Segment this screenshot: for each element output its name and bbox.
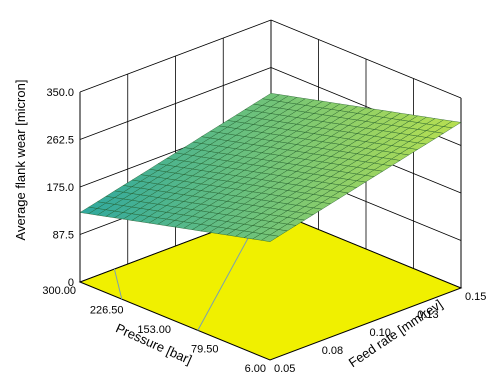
floor-plane-fill (78, 209, 463, 361)
x-tick-label: 226.50 (90, 305, 124, 317)
surface-cell (443, 120, 462, 129)
z-tick-label: 87.5 (53, 230, 74, 242)
y-tick-label: 0.15 (465, 291, 486, 303)
z-tick-label: 175.0 (46, 182, 74, 194)
floor-plane (78, 209, 463, 361)
z-tick-label: 350.0 (46, 87, 74, 99)
y-tick-label: 0.13 (417, 309, 438, 321)
y-tick-label: 0.05 (274, 363, 295, 375)
z-tick-label: 0 (68, 277, 74, 289)
x-tick-label: 300.00 (42, 285, 76, 297)
floor-contour-line (113, 268, 123, 300)
tick-labels: 0 87.5 175.0 262.5 350.0 300.00 226.50 153.00 79… (42, 87, 486, 375)
response-surface (79, 93, 462, 242)
x-tick-label: 79.50 (191, 344, 219, 356)
x-tick-label: 6.00 (245, 363, 266, 375)
y-tick-label: 0.10 (370, 327, 391, 339)
z-axis-title: Average flank wear [micron] (13, 80, 28, 241)
z-tick-label: 262.5 (46, 135, 74, 147)
y-tick-label: 0.08 (322, 345, 343, 357)
x-tick-label: 153.00 (137, 324, 171, 336)
